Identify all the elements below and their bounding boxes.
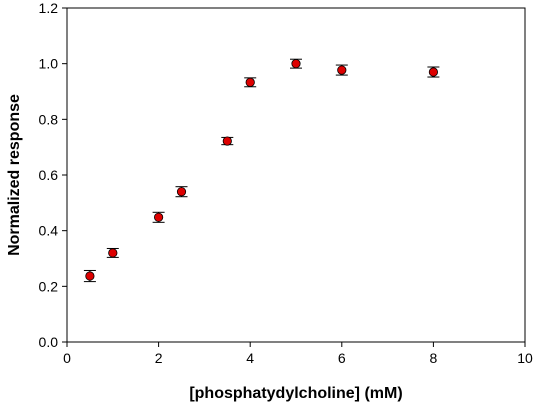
data-point: [290, 58, 302, 69]
data-point: [175, 186, 188, 198]
x-tick-label: 6: [338, 350, 346, 366]
data-point: [427, 66, 440, 78]
x-tick-label: 10: [517, 350, 533, 366]
point-marker: [85, 271, 95, 281]
y-tick-label: 1.0: [39, 56, 59, 72]
plot-frame: [66, 7, 526, 343]
data-point: [152, 211, 165, 223]
x-tick-label: 0: [63, 350, 71, 366]
x-tick-label: 8: [430, 350, 438, 366]
point-marker: [428, 67, 438, 77]
data-point: [244, 77, 257, 88]
data-point: [221, 136, 234, 146]
x-tick-label: 2: [155, 350, 163, 366]
point-marker: [291, 59, 301, 69]
y-tick-label: 0.2: [39, 278, 59, 294]
point-marker: [108, 248, 118, 258]
plot-area: [66, 7, 526, 343]
data-point: [106, 247, 119, 258]
y-tick-label: 0.4: [39, 223, 59, 239]
point-marker: [176, 187, 187, 197]
y-tick-label: 0.6: [39, 167, 59, 183]
point-marker: [154, 212, 164, 222]
data-points: [83, 58, 440, 283]
point-marker: [337, 65, 347, 75]
data-point: [83, 269, 96, 283]
data-point: [335, 64, 348, 76]
y-axis-title: Normalized response: [6, 94, 23, 256]
x-axis-ticks: 0 2 4 6 8 10: [63, 342, 533, 366]
y-axis-ticks: 0.0 0.2 0.4 0.6 0.8 1.0 1.2: [39, 0, 67, 350]
point-marker: [222, 136, 232, 146]
y-tick-label: 1.2: [39, 0, 59, 16]
x-axis-title: [phosphatydylcholine] (mM): [189, 385, 402, 402]
y-tick-label: 0.8: [39, 111, 59, 127]
point-marker: [245, 77, 255, 87]
y-tick-label: 0.0: [39, 334, 59, 350]
x-tick-label: 4: [246, 350, 254, 366]
